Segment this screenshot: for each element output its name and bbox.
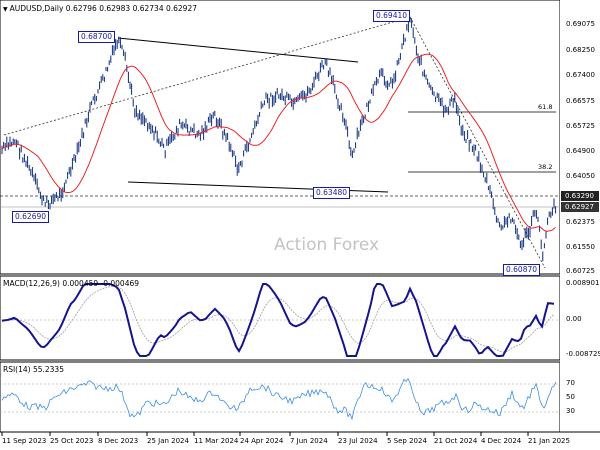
main-chart-header: ▼ AUDUSD,Daily 0.62796 0.62983 0.62734 0.… (3, 4, 197, 13)
price-candles (1, 16, 557, 262)
date-label: 25 Oct 2023 (50, 437, 94, 445)
label-0-68700: 0.68700 (78, 31, 116, 43)
label-0-62690: 0.62690 (12, 211, 50, 223)
date-label: 21 Jan 2025 (528, 437, 570, 445)
macd-axis-zero: 0.00 (566, 315, 582, 323)
last-price-box: 0.62927 (561, 202, 599, 212)
date-label: 25 Jan 2024 (147, 437, 189, 445)
label-0-63480: 0.63480 (313, 187, 351, 199)
date-label: 11 Mar 2024 (194, 437, 239, 445)
macd-header: MACD(12,26,9) 0.000459 -0.000469 (3, 279, 140, 288)
upper-trendline (117, 37, 359, 63)
price-axis-background (560, 0, 600, 432)
price-tick: 0.67400 (566, 71, 595, 79)
price-tick: 0.68250 (566, 46, 595, 54)
fib-label-61-8: 61.8 (538, 103, 553, 111)
fib-label-38-2: 38.2 (538, 163, 553, 171)
macd-line (1, 283, 555, 357)
price-tick: 0.62375 (566, 218, 595, 226)
rsi-header: RSI(14) 55.2335 (3, 365, 64, 374)
date-label: 8 Dec 2023 (98, 437, 139, 445)
price-tick: 0.64900 (566, 147, 595, 155)
price-tick: 0.60725 (566, 267, 595, 275)
price-tick: 0.65725 (566, 122, 595, 130)
label-0-69410: 0.69410 (373, 10, 411, 22)
rsi-line (1, 377, 557, 421)
price-tick: 0.64050 (566, 172, 595, 180)
rsi-axis-30: 30 (566, 407, 575, 415)
moving-average-line (1, 53, 556, 232)
date-label: 4 Dec 2024 (481, 437, 522, 445)
collapse-triangle-icon[interactable]: ▼ (3, 6, 8, 13)
price-tick: 0.66575 (566, 97, 595, 105)
prev-price-box: 0.63290 (561, 191, 599, 201)
main-chart-header-text: AUDUSD,Daily 0.62796 0.62983 0.62734 0.6… (9, 4, 198, 13)
label-0-60870: 0.60870 (503, 264, 541, 276)
date-label: 5 Sep 2024 (387, 437, 427, 445)
rsi-axis-70: 70 (566, 379, 575, 387)
price-tick: 0.61550 (566, 243, 595, 251)
macd-axis-max: 0.008901 (566, 279, 600, 287)
dotted-downtrend-line (409, 16, 546, 269)
date-label: 24 Apr 2024 (240, 437, 284, 445)
price-tick: 0.69075 (566, 20, 595, 28)
date-label: 7 Jun 2024 (290, 437, 328, 445)
watermark: Action Forex (274, 235, 380, 255)
date-ticks (1, 432, 529, 436)
date-label: 21 Oct 2024 (434, 437, 478, 445)
date-label: 11 Sep 2023 (2, 437, 47, 445)
macd-axis-min: -0.008729 (566, 350, 600, 358)
rsi-axis-50: 50 (566, 393, 575, 401)
dotted-channel-line (3, 16, 411, 136)
date-label: 23 Jul 2024 (338, 437, 378, 445)
